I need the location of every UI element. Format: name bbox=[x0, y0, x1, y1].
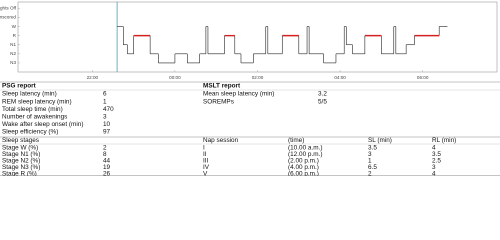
cell: (6.00 p.m.) bbox=[288, 171, 319, 176]
cell: Stage W (%) bbox=[2, 145, 38, 152]
screen: Lights Off Unscored WR N1 N2 N3 22:00 00:00 02:0… bbox=[0, 1, 500, 176]
cell: 4 bbox=[432, 145, 436, 152]
cell: (12.00 p.m.) bbox=[288, 151, 322, 158]
cell: Sleep efficiency (%) bbox=[2, 129, 58, 136]
cell: 1 bbox=[103, 98, 107, 105]
y-tick-label: W bbox=[12, 24, 17, 29]
cell: I bbox=[203, 145, 205, 152]
y-tick-label: N2 bbox=[10, 51, 16, 56]
cell: 10 bbox=[103, 121, 111, 128]
x-tick-label: 02:00 bbox=[252, 75, 264, 80]
cell: 2 bbox=[103, 145, 107, 152]
cell: 2 bbox=[368, 171, 372, 176]
cell: Stage N1 (%) bbox=[2, 151, 40, 158]
cell: 3 bbox=[103, 113, 107, 120]
cell: PSG report bbox=[2, 83, 37, 90]
cell: 44 bbox=[103, 158, 111, 165]
cell: (time) bbox=[288, 137, 304, 144]
cell: MSLT report bbox=[203, 83, 241, 90]
cell: 26 bbox=[103, 171, 111, 176]
cell: 19 bbox=[103, 164, 111, 171]
cell: Mean sleep latency (min) bbox=[203, 91, 274, 98]
y-tick-label: Unscored bbox=[0, 15, 16, 20]
y-tick-label: Lights Off bbox=[0, 6, 17, 11]
cell: SOREMPs bbox=[203, 98, 234, 105]
cell: 1 bbox=[368, 158, 372, 165]
cell: 8 bbox=[103, 151, 107, 158]
cell: IV bbox=[203, 164, 210, 171]
cell: 3 bbox=[368, 151, 372, 158]
cell: (10.00 a.m.) bbox=[288, 145, 322, 152]
x-tick-label: 06:00 bbox=[417, 75, 429, 80]
cell: V bbox=[203, 171, 208, 176]
cell: REM sleep latency (min) bbox=[2, 98, 72, 105]
cell: RL (min) bbox=[432, 137, 456, 144]
cell: SL (min) bbox=[368, 137, 392, 144]
y-tick-label: R bbox=[13, 33, 17, 38]
x-tick-label: 22:00 bbox=[87, 75, 99, 80]
cell: Sleep latency (min) bbox=[2, 91, 57, 98]
cell: 97 bbox=[103, 129, 111, 136]
y-tick-label: N1 bbox=[10, 42, 16, 47]
cell: 5/5 bbox=[318, 98, 327, 105]
cell: Stage R (%) bbox=[2, 171, 37, 176]
cell: 3.5 bbox=[432, 151, 441, 158]
cell: 3 bbox=[432, 164, 436, 171]
cell: Stage N3 (%) bbox=[2, 164, 40, 171]
plot-frame bbox=[17, 1, 498, 73]
cell: 6 bbox=[103, 91, 107, 98]
cell: Wake after sleep onset (min) bbox=[2, 121, 83, 128]
cell: Stage N2 (%) bbox=[2, 158, 40, 165]
cell: (4.00 p.m.) bbox=[288, 164, 319, 171]
cell: 470 bbox=[103, 106, 114, 113]
cell: 3.5 bbox=[368, 145, 377, 152]
x-tick-label: 00:00 bbox=[169, 75, 181, 80]
cell: 3.2 bbox=[318, 91, 327, 98]
x-tick-label: 04:00 bbox=[334, 75, 346, 80]
cell: (2.00 p.m.) bbox=[288, 158, 319, 165]
cell: 2.5 bbox=[432, 158, 441, 165]
cell: 4 bbox=[432, 171, 436, 176]
y-tick-label: N3 bbox=[10, 60, 16, 65]
cell: Total sleep time (min) bbox=[2, 106, 63, 113]
cell: III bbox=[203, 158, 209, 165]
cell: Nap session bbox=[203, 137, 239, 144]
cell: Number of awakenings bbox=[2, 113, 67, 120]
cell: II bbox=[203, 151, 207, 158]
cell: Sleep stages bbox=[2, 137, 39, 144]
cell: 6.5 bbox=[368, 164, 377, 171]
